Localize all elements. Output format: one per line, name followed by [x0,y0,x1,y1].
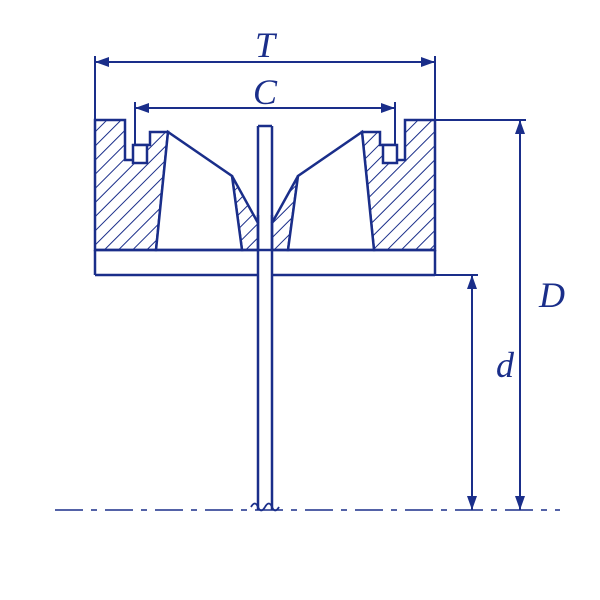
bearing-diagram-svg [0,0,600,600]
label-T: T [255,24,275,66]
diagram-stage: TC Dd [0,0,600,600]
label-C: C [253,71,277,113]
label-D: D [539,274,565,316]
label-d: d [496,344,514,386]
